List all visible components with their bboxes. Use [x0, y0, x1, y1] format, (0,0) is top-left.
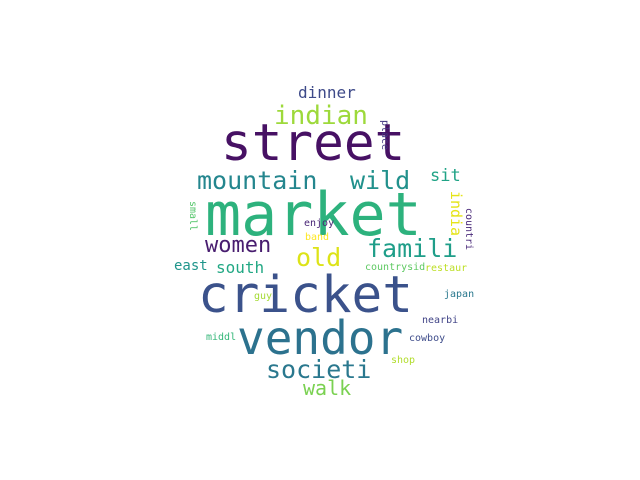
word-old: old: [296, 243, 342, 272]
word-shop: shop: [391, 355, 416, 366]
word-band: band: [305, 232, 330, 243]
word-countri: countri: [463, 207, 475, 251]
word-wild: wild: [350, 166, 411, 195]
word-small: small: [187, 200, 199, 232]
word-restaur: restaur: [425, 263, 468, 274]
word-street: street: [221, 114, 406, 173]
word-mountain: mountain: [197, 166, 318, 195]
word-place: place: [379, 119, 391, 151]
word-vendor: vendor: [237, 311, 404, 365]
word-cricket: cricket: [198, 266, 413, 325]
word-guy: guy: [254, 291, 273, 302]
word-cowboy: cowboy: [409, 333, 446, 344]
word-indian: indian: [274, 101, 368, 131]
word-walk: walk: [303, 376, 352, 400]
word-countrysid: countrysid: [365, 262, 426, 273]
word-india: india: [447, 190, 466, 237]
word-women: women: [205, 233, 272, 258]
word-east: east: [174, 258, 208, 274]
word-enjoy: enjoy: [304, 218, 335, 229]
word-famili: famili: [367, 234, 458, 263]
word-south: south: [216, 258, 265, 277]
word-nearbi: nearbi: [422, 315, 459, 326]
word-market: market: [205, 180, 422, 250]
word-dinner: dinner: [298, 83, 356, 102]
word-japan: japan: [444, 289, 475, 300]
word-societi: societi: [266, 355, 372, 384]
word-sit: sit: [430, 166, 461, 186]
word-middl: middl: [206, 332, 237, 343]
